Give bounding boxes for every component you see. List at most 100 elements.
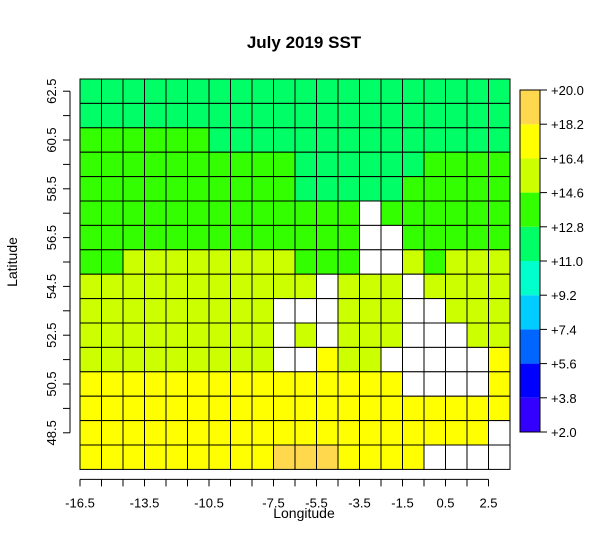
heatmap-cell [380, 273, 403, 300]
heatmap-cell [230, 78, 253, 104]
color-legend-label: +2.0 [551, 425, 577, 440]
heatmap-cell [251, 200, 274, 226]
heatmap-cell [359, 444, 382, 470]
heatmap-cell [402, 151, 425, 178]
heatmap-cell [230, 273, 253, 300]
heatmap-cell [230, 346, 253, 373]
x-axis-label: Longitude [273, 505, 335, 521]
heatmap-cell [488, 444, 511, 470]
heatmap-cell [122, 346, 145, 373]
heatmap-cell [230, 420, 253, 446]
heatmap-cell [445, 395, 468, 422]
heatmap-cell [230, 102, 253, 129]
heatmap-cell [445, 200, 468, 226]
color-legend-swatch [520, 295, 540, 330]
heatmap-cell [380, 322, 403, 348]
heatmap-cell [316, 322, 339, 348]
heatmap-cell [466, 176, 489, 202]
heatmap-cell [337, 395, 360, 422]
heatmap-cell [423, 127, 446, 153]
heatmap-cell [423, 322, 446, 348]
heatmap-cell [122, 78, 145, 104]
color-legend-label: +11.0 [551, 254, 583, 269]
heatmap-cell [187, 273, 210, 300]
heatmap-cell [187, 298, 210, 324]
heatmap-cell [273, 273, 296, 300]
heatmap-cell [359, 371, 382, 397]
heatmap-cell [380, 224, 403, 251]
heatmap-cell [251, 444, 274, 470]
heatmap-cell [316, 224, 339, 251]
heatmap-cell [208, 151, 231, 178]
heatmap-cell [122, 273, 145, 300]
heatmap-cell [488, 395, 511, 422]
heatmap-cell [445, 249, 468, 275]
heatmap-cell [402, 78, 425, 104]
heatmap-cell [380, 127, 403, 153]
heatmap-cell [316, 444, 339, 470]
heatmap-cell [488, 346, 511, 373]
heatmap-cell [122, 322, 145, 348]
heatmap-cell [230, 298, 253, 324]
heatmap-cell [445, 371, 468, 397]
heatmap-cell [402, 322, 425, 348]
heatmap-cell [294, 224, 317, 251]
heatmap-cell [294, 102, 317, 129]
heatmap-cell [423, 371, 446, 397]
heatmap-cell [187, 444, 210, 470]
y-axis-label: Latitude [4, 237, 20, 287]
heatmap-cell [423, 151, 446, 178]
heatmap-cell [273, 151, 296, 178]
heatmap-cell [101, 249, 124, 275]
heatmap-cell [101, 200, 124, 226]
heatmap-cell [423, 102, 446, 129]
heatmap-cell [251, 346, 274, 373]
heatmap-cell [251, 78, 274, 104]
heatmap-cell [273, 395, 296, 422]
heatmap-cell [144, 322, 167, 348]
heatmap-cell [101, 298, 124, 324]
heatmap-cell [273, 78, 296, 104]
heatmap-cell [380, 151, 403, 178]
heatmap-cell [251, 420, 274, 446]
color-legend-label: +20.0 [551, 83, 584, 98]
heatmap-cell [294, 395, 317, 422]
heatmap-cell [144, 444, 167, 470]
heatmap-cell [359, 395, 382, 422]
heatmap-cell [423, 224, 446, 251]
color-legend-label: +7.4 [551, 322, 577, 337]
x-axis: -16.5 -13.5 -10.5 -7.5 -5.5 -3.5 -1.5 0.5 2.5 [65, 478, 498, 510]
x-tick-label: -7.5 [262, 495, 284, 510]
y-tick-label: 58.5 [44, 176, 59, 201]
heatmap-cell [208, 249, 231, 275]
heatmap-cell [423, 176, 446, 202]
heatmap-cell [316, 151, 339, 178]
heatmap-cell [488, 371, 511, 397]
heatmap-cell [488, 78, 511, 104]
heatmap-cell [466, 224, 489, 251]
heatmap-cell [251, 176, 274, 202]
heatmap-cell [187, 102, 210, 129]
heatmap-cell [79, 151, 102, 178]
heatmap-cell [101, 395, 124, 422]
heatmap-cell [423, 395, 446, 422]
heatmap-cell [165, 273, 188, 300]
heatmap-cell [316, 249, 339, 275]
color-legend-label: +5.6 [551, 357, 577, 372]
heatmap-cell [122, 420, 145, 446]
heatmap-cell [445, 346, 468, 373]
heatmap-cell [144, 78, 167, 104]
heatmap-cell [380, 444, 403, 470]
heatmap-cell [101, 78, 124, 104]
heatmap-cell [294, 420, 317, 446]
heatmap-cell [165, 371, 188, 397]
heatmap-cell [144, 346, 167, 373]
x-tick-label: 0.5 [436, 495, 454, 510]
heatmap-cell [445, 322, 468, 348]
heatmap-cell [359, 346, 382, 373]
heatmap-cell [208, 127, 231, 153]
heatmap-cell [79, 200, 102, 226]
heatmap-cell [208, 78, 231, 104]
heatmap-cell [316, 102, 339, 129]
